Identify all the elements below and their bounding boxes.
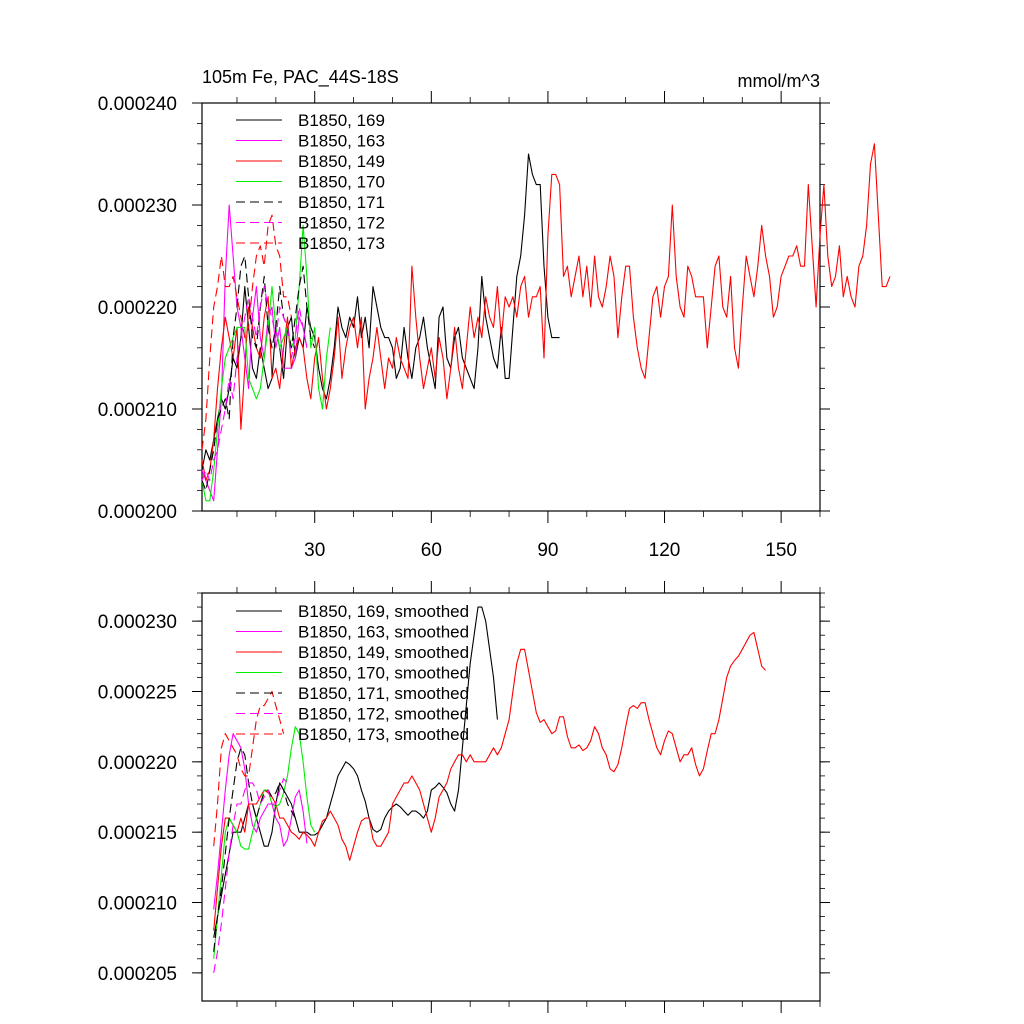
series-line [201, 153, 560, 471]
legend-label: B1850, 169, smoothed [298, 602, 469, 621]
series-line [201, 224, 331, 502]
legend-label: B1850, 170, smoothed [298, 664, 469, 683]
series-line [213, 631, 767, 931]
y-tick-label: 0.000215 [98, 823, 177, 844]
legend-label: B1850, 170 [298, 173, 385, 192]
bottom-panel: 0.000205 0.000210 0.000215 0.000220 0.000225… [98, 581, 830, 1013]
y-tick-label: 0.000230 [98, 612, 177, 633]
y-tick-label: 0.000225 [98, 682, 177, 703]
y-tick-label: 0.000220 [98, 298, 177, 319]
legend-label: B1850, 149 [298, 152, 385, 171]
x-tick-label: 30 [304, 540, 325, 561]
legend-label: B1850, 172, smoothed [298, 705, 469, 724]
y-tick-label: 0.000230 [98, 196, 177, 217]
legend-label: B1850, 171 [298, 193, 385, 212]
y-tick-label: 0.000240 [98, 94, 177, 115]
series-line [213, 726, 316, 959]
series-line [213, 606, 498, 938]
legend-label: B1850, 149, smoothed [298, 643, 469, 662]
y-tick-label: 0.000200 [98, 502, 177, 523]
chart-title: 105m Fe, PAC_44S-18S [202, 67, 399, 88]
series-line [213, 690, 285, 847]
series-line [201, 286, 308, 481]
legend-label: B1850, 173 [298, 234, 385, 253]
legend-label: B1850, 163, smoothed [298, 623, 469, 642]
legend-label: B1850, 163 [298, 132, 385, 151]
x-tick-label: 120 [649, 540, 681, 561]
y-tick-label: 0.000220 [98, 753, 177, 774]
plot-frame [201, 592, 821, 1002]
series-line [213, 733, 308, 910]
x-tick-label: 150 [765, 540, 797, 561]
legend-label: B1850, 171, smoothed [298, 684, 469, 703]
series-line [201, 204, 308, 502]
units-label: mmol/m^3 [738, 71, 820, 91]
y-tick-label: 0.000210 [98, 400, 177, 421]
y-tick-label: 0.000210 [98, 894, 177, 915]
x-tick-label: 90 [537, 540, 558, 561]
y-tick-label: 0.000205 [98, 964, 177, 985]
legend-label: B1850, 169 [298, 111, 385, 130]
top-panel: 0.000200 0.000210 0.000220 0.000230 0.000240… [98, 67, 891, 561]
legend-label: B1850, 172 [298, 214, 385, 233]
series-line [201, 214, 292, 450]
series-line [201, 255, 316, 492]
legend-label: B1850, 173, smoothed [298, 725, 469, 744]
x-tick-label: 60 [421, 540, 442, 561]
series-line [201, 143, 891, 481]
series-line [213, 778, 288, 973]
